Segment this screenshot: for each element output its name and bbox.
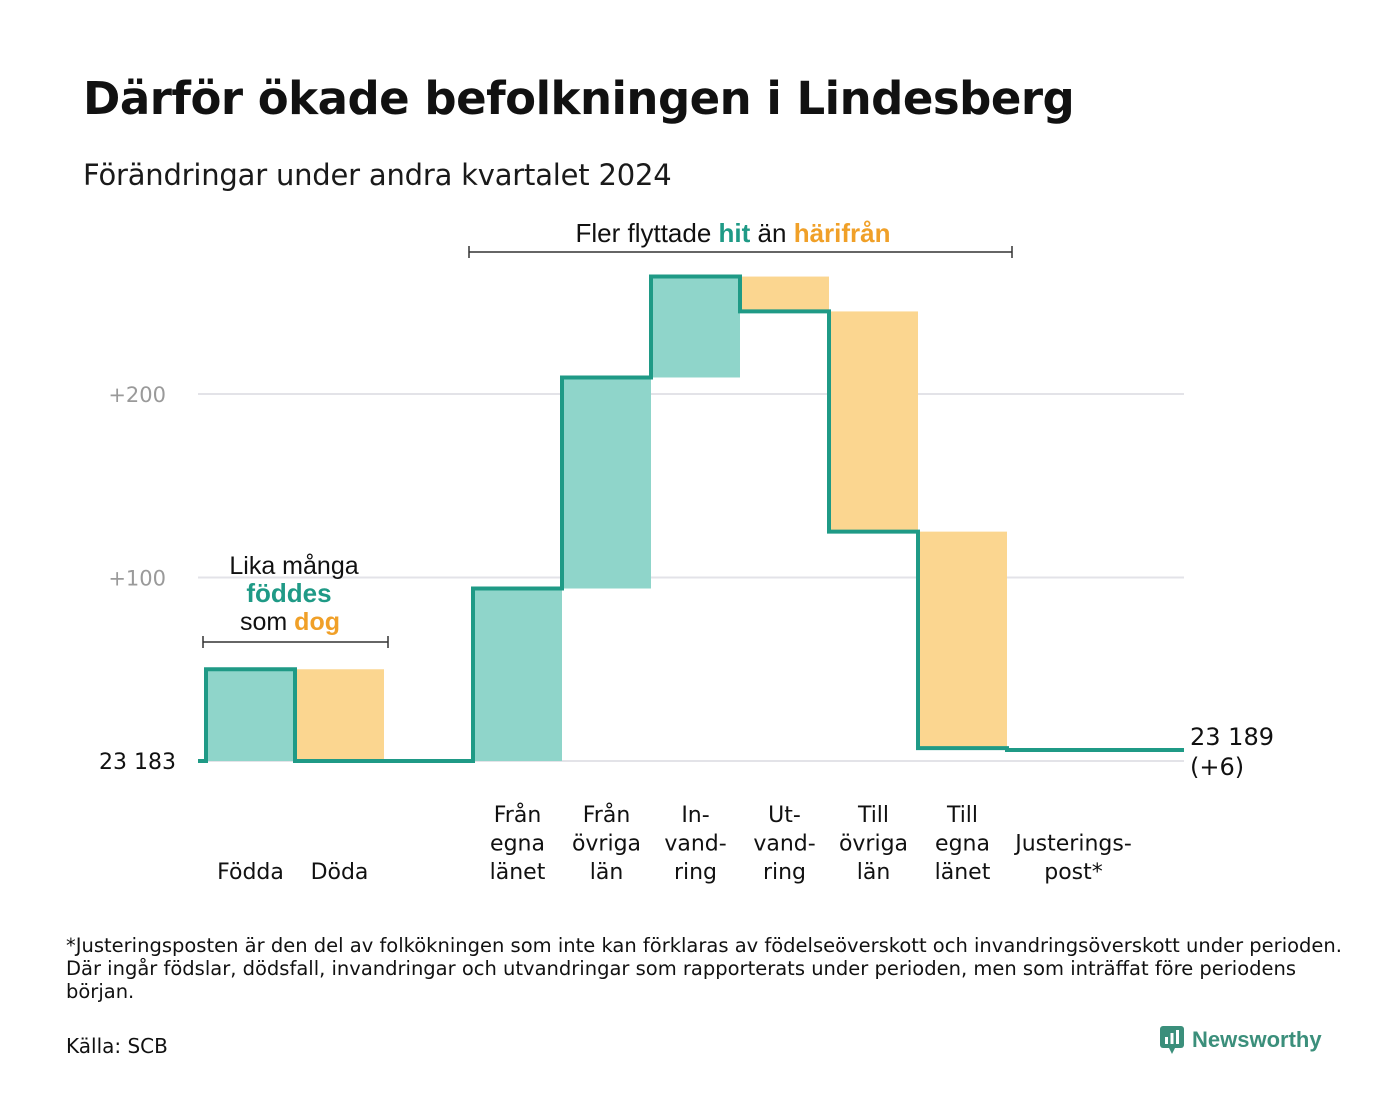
bar-invandring [651,276,740,378]
x-label-justeringspost: Justerings- [1013,832,1132,857]
bar-fran-egna-lanet [473,588,562,761]
x-label-till-ovriga-lan: län [857,860,891,885]
end-value-label: 23 189 [1190,723,1274,751]
annotation-migration-part1: Fler flyttade [575,218,718,248]
x-label-justeringspost: post* [1044,860,1103,885]
newsworthy-logo-icon [1160,1026,1184,1054]
x-label-invandring: ring [674,860,717,885]
x-label-invandring: vand- [664,832,726,857]
x-label-utvandring: vand- [753,832,815,857]
x-label-fran-egna-lanet: egna [490,832,545,857]
bar-fodda [206,669,295,761]
y-tick-label: +200 [108,383,166,407]
annotation-births-line2: föddes [246,578,331,608]
bar-utvandring [740,276,829,312]
annotation-hit: hit [719,218,751,248]
bar-doda [295,669,384,761]
page-title: Därför ökade befolkningen i Lindesberg [83,72,1075,125]
source-label: Källa: SCB [66,1034,168,1058]
cumulative-step-line [198,274,1184,763]
annotation-births-line3: som dog [240,608,340,636]
x-label-fran-ovriga-lan: län [590,860,624,885]
x-label-fran-egna-lanet: länet [490,860,546,885]
brand-logo: Newsworthy [1160,1026,1322,1054]
brand-name: Newsworthy [1192,1027,1322,1052]
annotation-harifran: härifrån [794,218,891,248]
x-label-invandring: In- [681,803,709,828]
x-label-till-egna-lanet: Till [946,803,978,828]
annotation-dog: dog [294,608,340,636]
start-value-label: 23 183 [99,750,176,775]
x-label-fodda: Födda [217,860,284,885]
x-label-fran-ovriga-lan: Från [583,802,631,828]
footnote: *Justeringsposten är den del av folkökni… [66,934,1342,1003]
x-label-till-ovriga-lan: övriga [839,832,908,857]
annotation-births-line1: Lika många [229,552,358,580]
page-subtitle: Förändringar under andra kvartalet 2024 [83,158,672,192]
x-label-fran-egna-lanet: Från [494,802,542,828]
bracket-migration [468,246,1013,258]
annotation-som: som [240,608,294,636]
bar-till-egna-lanet [918,531,1007,749]
x-label-doda: Döda [311,860,369,885]
annotation-migration-part3: än [750,218,793,248]
x-label-till-egna-lanet: länet [935,860,991,885]
bar-fran-ovriga-lan [562,377,651,589]
bar-till-ovriga-lan [829,311,918,532]
bracket-births-deaths [202,636,389,648]
x-label-fran-ovriga-lan: övriga [572,832,641,857]
y-tick-label: +100 [108,567,166,591]
x-label-till-egna-lanet: egna [935,832,990,857]
x-label-till-ovriga-lan: Till [857,803,889,828]
x-label-utvandring: ring [763,860,806,885]
x-label-utvandring: Ut- [768,803,801,828]
annotation-migration: Fler flyttade hit än härifrån [575,218,890,248]
end-change-label: (+6) [1190,753,1244,781]
